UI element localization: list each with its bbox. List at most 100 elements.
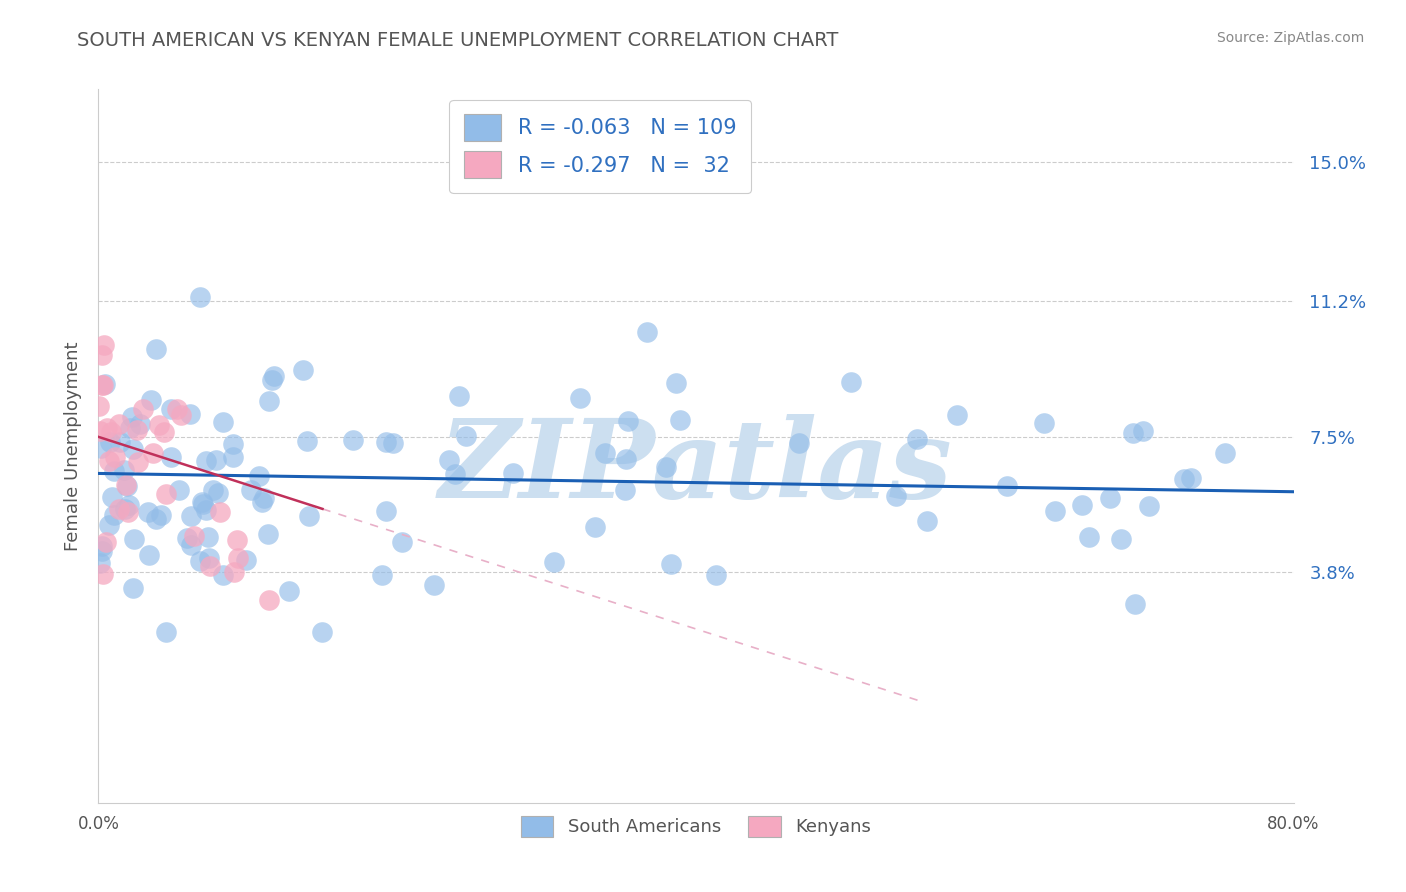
Point [449,389,471,403]
Point [103,464,125,478]
Point [1098,491,1121,505]
Point [91,540,114,554]
Point [669,413,692,427]
Point [179,407,201,421]
Point [1078,530,1101,544]
Point [202,483,225,497]
Point [502,466,524,480]
Point [1180,471,1202,485]
Point [342,434,364,448]
Point [222,437,245,451]
Point [1122,425,1144,440]
Point [155,625,177,640]
Point [905,433,928,447]
Point [198,558,221,573]
Point [1132,424,1154,438]
Point [145,342,167,356]
Point [1043,503,1066,517]
Text: ZIPatlas: ZIPatlas [439,414,953,521]
Point [222,450,245,464]
Legend: South Americans, Kenyans: South Americans, Kenyans [513,808,879,844]
Point [665,376,688,390]
Point [139,392,162,407]
Point [118,498,141,512]
Point [444,467,467,481]
Point [205,453,228,467]
Point [87,400,110,414]
Point [277,584,299,599]
Point [115,479,138,493]
Y-axis label: Female Unemployment: Female Unemployment [63,342,82,550]
Point [90,544,112,558]
Point [260,373,283,387]
Point [128,417,150,432]
Point [655,459,678,474]
Point [153,425,176,439]
Point [91,377,114,392]
Point [207,486,229,500]
Point [209,506,232,520]
Point [93,337,115,351]
Point [155,487,177,501]
Point [121,410,143,425]
Point [132,402,155,417]
Point [115,478,138,492]
Point [125,424,148,438]
Point [1125,597,1147,611]
Point [100,425,122,439]
Point [226,533,249,547]
Point [613,483,636,497]
Point [263,369,285,384]
Point [91,348,114,362]
Point [108,417,131,431]
Point [212,415,235,429]
Point [108,502,131,516]
Point [211,568,233,582]
Point [190,494,212,508]
Point [91,377,114,392]
Point [149,508,172,522]
Point [142,446,165,460]
Point [160,402,183,417]
Point [257,592,280,607]
Point [91,566,114,581]
Point [138,548,160,562]
Point [176,532,198,546]
Point [148,417,170,432]
Point [543,555,565,569]
Point [195,502,218,516]
Point [166,401,188,416]
Point [636,325,658,339]
Point [391,534,413,549]
Point [136,505,159,519]
Point [704,568,727,582]
Point [194,454,217,468]
Point [839,376,862,390]
Point [183,529,205,543]
Point [257,527,280,541]
Point [437,452,460,467]
Point [224,565,246,579]
Point [253,491,276,505]
Point [191,497,214,511]
Point [121,581,143,595]
Point [787,435,810,450]
Point [98,517,121,532]
Point [89,424,111,438]
Point [104,450,127,464]
Point [995,478,1018,492]
Point [94,377,117,392]
Point [122,442,145,457]
Point [375,435,398,450]
Point [371,568,394,582]
Point [167,483,190,498]
Point [454,429,477,443]
Point [98,434,121,449]
Point [259,393,281,408]
Point [112,463,135,477]
Point [291,363,314,377]
Point [180,538,202,552]
Point [1213,446,1236,460]
Point [915,514,938,528]
Point [295,434,318,448]
